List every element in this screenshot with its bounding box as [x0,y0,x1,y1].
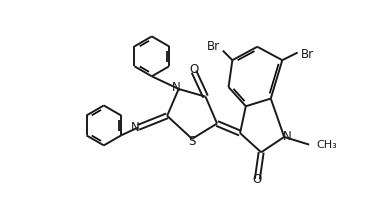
Text: CH₃: CH₃ [316,140,337,150]
Text: N: N [283,130,292,143]
Text: O: O [189,63,199,76]
Text: S: S [189,136,196,149]
Text: O: O [253,173,262,186]
Text: N: N [172,81,181,94]
Text: Br: Br [301,48,314,61]
Text: N: N [131,121,140,134]
Text: Br: Br [207,40,220,53]
